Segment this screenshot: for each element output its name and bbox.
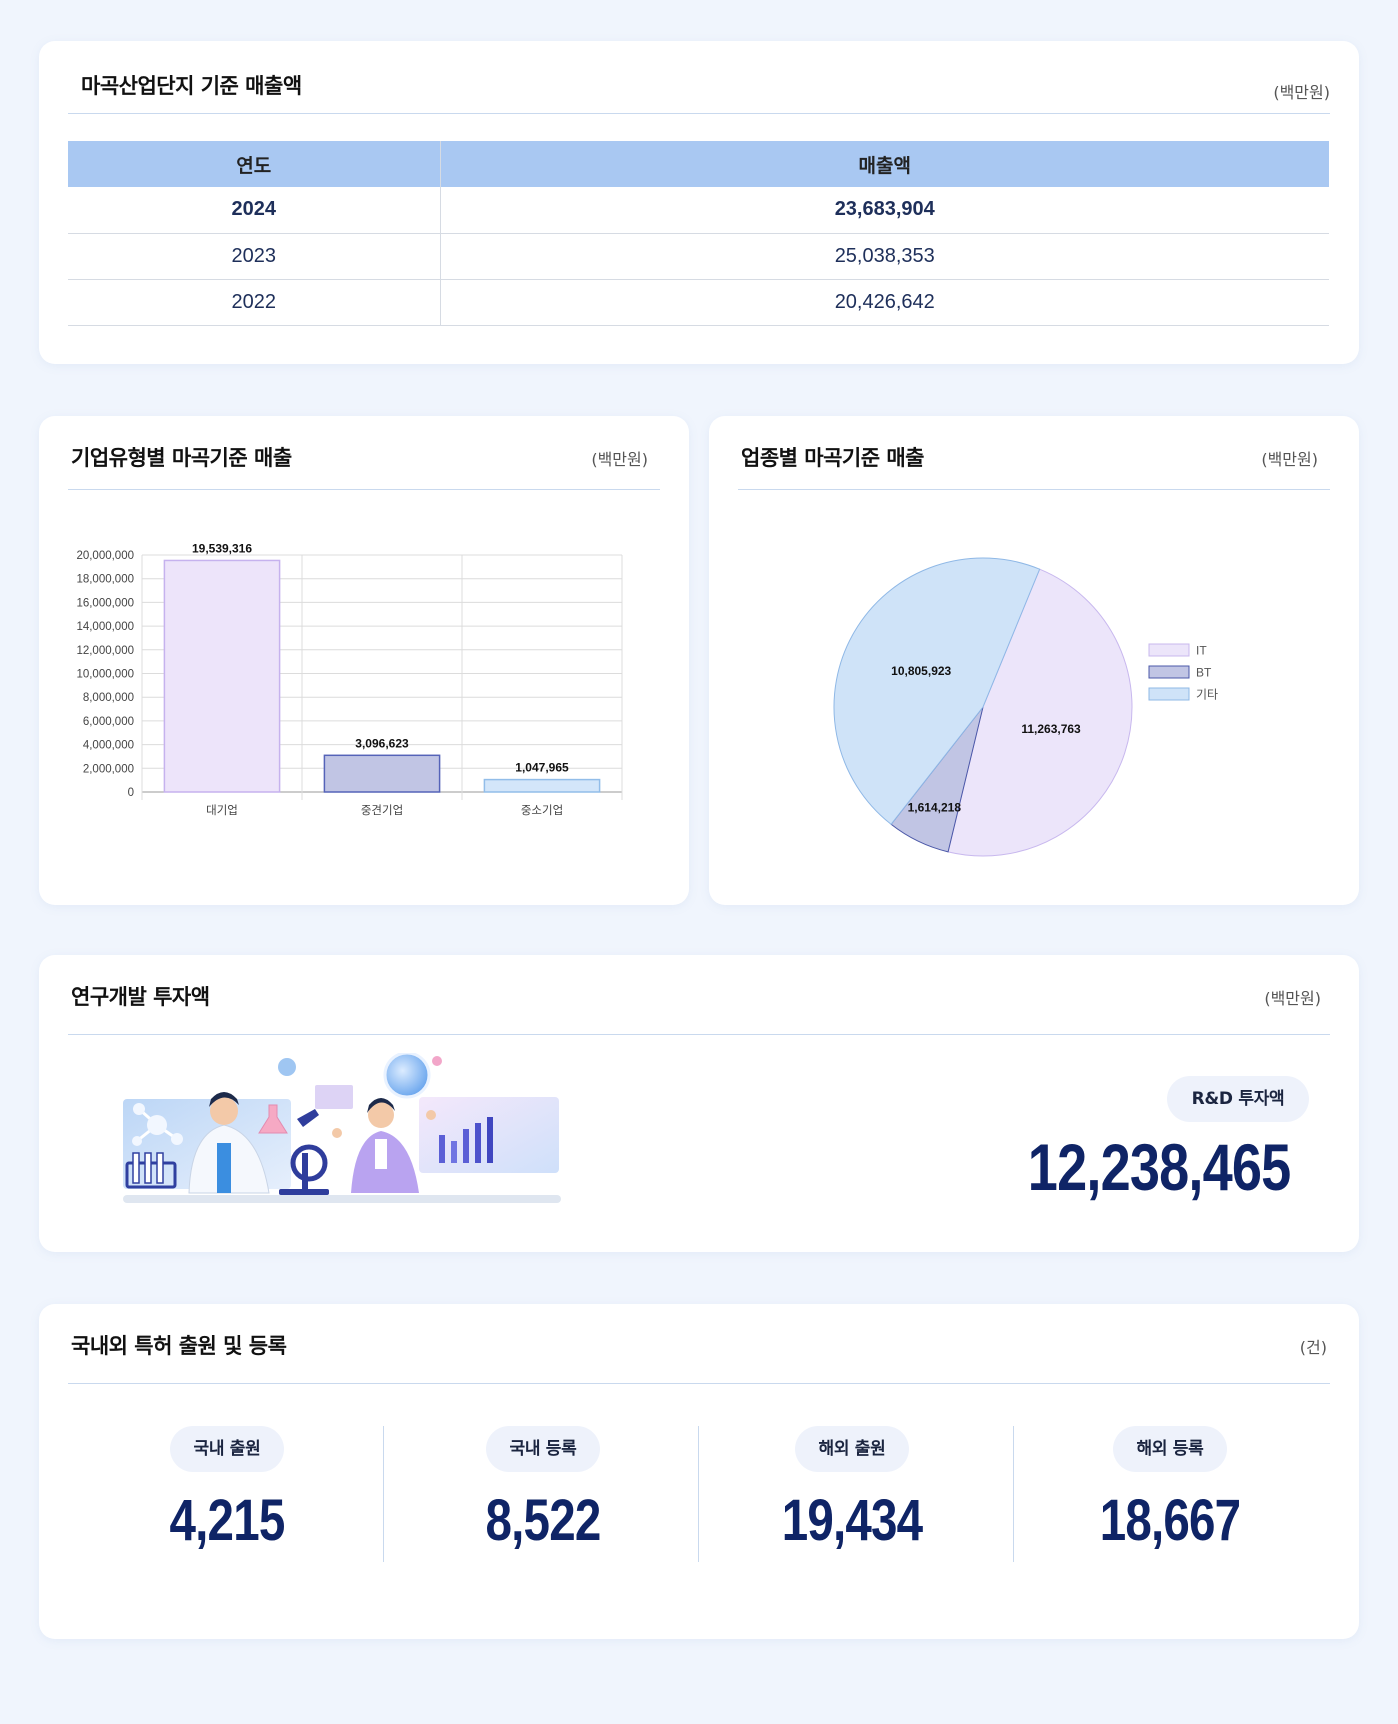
pie-chart: 11,263,763 1,614,218 10,805,923 IT BT 기타 xyxy=(833,557,1218,857)
legend-swatch xyxy=(1148,643,1190,657)
bar xyxy=(163,559,281,793)
pie-data-label: 10,805,923 xyxy=(891,664,951,678)
pie-data-label: 11,263,763 xyxy=(1021,722,1081,736)
bar xyxy=(483,778,601,793)
patent-title: 국내외 특허 출원 및 등록 xyxy=(71,1334,287,1358)
industry-unit: (백만원) xyxy=(1261,450,1318,469)
y-tick-label: 8,000,000 xyxy=(83,692,134,704)
sales-table: 연도 매출액 2024 23,683,904 2023 25,038,353 2… xyxy=(68,141,1329,326)
table-row: 2023 25,038,353 xyxy=(68,233,1329,280)
x-tick-label: 중소기업 xyxy=(521,804,563,817)
table-cell-amount: 25,038,353 xyxy=(440,233,1329,280)
pie-data-label: 1,614,218 xyxy=(908,801,962,815)
y-tick-label: 0 xyxy=(128,787,134,799)
stat-label-overseas-application: 해외 출원 xyxy=(795,1426,909,1472)
legend-label: BT xyxy=(1196,666,1212,680)
pie-slice xyxy=(947,568,1133,857)
industry-card: 업종별 마곡기준 매출 (백만원) 11,263,763 1,614,218 10,… xyxy=(709,416,1359,905)
y-tick-label: 4,000,000 xyxy=(83,740,134,752)
y-tick-label: 2,000,000 xyxy=(83,763,134,775)
stat-value-domestic-application: 4,215 xyxy=(169,1488,286,1553)
sales-divider xyxy=(68,113,1330,114)
table-header-year: 연도 xyxy=(68,141,441,187)
legend-label: IT xyxy=(1196,644,1207,658)
patent-unit: (건) xyxy=(1299,1338,1327,1357)
x-tick-label: 중견기업 xyxy=(361,804,403,817)
x-tick-label: 대기업 xyxy=(206,804,238,817)
stat-label-domestic-registration: 국내 등록 xyxy=(486,1426,600,1472)
table-cell-amount: 20,426,642 xyxy=(440,279,1329,326)
stat-value-overseas-application: 19,434 xyxy=(781,1488,923,1553)
y-tick-label: 6,000,000 xyxy=(83,716,134,728)
sales-unit: (백만원) xyxy=(1273,83,1330,102)
bar xyxy=(323,754,441,793)
bar-data-label: 1,047,965 xyxy=(515,761,569,775)
pie-slice xyxy=(833,557,1041,825)
stat-separator xyxy=(383,1426,384,1562)
company-type-card: 기업유형별 마곡기준 매출 (백만원) 0 2,000,000 4,000,000 6… xyxy=(39,416,689,905)
y-tick-label: 18,000,000 xyxy=(76,574,134,586)
scientist-figure-icon xyxy=(188,1092,270,1194)
table-row: 2022 20,426,642 xyxy=(68,279,1329,326)
bar-chart: 0 2,000,000 4,000,000 6,000,000 8,000,000 10,… xyxy=(76,541,623,817)
microscope-icon xyxy=(279,1109,329,1195)
table-cell-amount: 23,683,904 xyxy=(440,187,1329,234)
stat-value-overseas-registration: 18,667 xyxy=(1099,1488,1241,1553)
rnd-card: 연구개발 투자액 (백만원) xyxy=(39,955,1359,1252)
company-type-title: 기업유형별 마곡기준 매출 xyxy=(71,446,292,470)
company-type-divider xyxy=(68,489,660,490)
legend-swatch xyxy=(1148,665,1190,679)
stat-label-overseas-registration: 해외 등록 xyxy=(1113,1426,1227,1472)
table-cell-year: 2023 xyxy=(68,233,441,280)
rnd-title: 연구개발 투자액 xyxy=(71,985,210,1009)
stat-separator xyxy=(698,1426,699,1562)
table-cell-year: 2022 xyxy=(68,279,441,326)
molecule-icon xyxy=(132,1103,183,1146)
rnd-unit: (백만원) xyxy=(1264,989,1321,1008)
bar-data-label: 19,539,316 xyxy=(192,541,252,555)
legend-label: 기타 xyxy=(1196,688,1218,702)
scientist-figure-icon xyxy=(332,1098,436,1193)
y-tick-label: 16,000,000 xyxy=(76,597,134,609)
table-cell-year: 2024 xyxy=(68,187,441,234)
table-header-amount: 매출액 xyxy=(440,141,1329,187)
table-header-row: 연도 매출액 xyxy=(68,141,1329,187)
y-tick-label: 14,000,000 xyxy=(76,621,134,633)
stat-value-domestic-registration: 8,522 xyxy=(485,1488,602,1553)
stat-label-domestic-application: 국내 출원 xyxy=(170,1426,284,1472)
sales-card: 마곡산업단지 기준 매출액 (백만원) 연도 매출액 2024 23,683,9… xyxy=(39,41,1359,364)
sales-title: 마곡산업단지 기준 매출액 xyxy=(81,74,302,98)
flask-icon xyxy=(258,1104,288,1134)
industry-title: 업종별 마곡기준 매출 xyxy=(741,446,925,470)
y-tick-label: 20,000,000 xyxy=(76,550,134,562)
industry-divider xyxy=(738,489,1330,490)
company-type-unit: (백만원) xyxy=(591,450,648,469)
patent-card: 국내외 특허 출원 및 등록 (건) 국내 출원 4,215 국내 등록 8,5… xyxy=(39,1304,1359,1639)
test-tube-rack-icon xyxy=(125,1152,177,1189)
y-tick-label: 12,000,000 xyxy=(76,645,134,657)
y-tick-label: 10,000,000 xyxy=(76,669,134,681)
research-illustration xyxy=(123,1053,561,1203)
rnd-value: 12,238,465 xyxy=(1027,1130,1291,1204)
bar-graph-icon xyxy=(439,1117,493,1163)
stat-separator xyxy=(1013,1426,1014,1562)
rnd-pill: R&D 투자액 xyxy=(1167,1076,1309,1122)
table-row: 2024 23,683,904 xyxy=(68,187,1329,234)
patent-divider xyxy=(68,1383,1330,1384)
legend-swatch xyxy=(1148,687,1190,701)
rnd-divider xyxy=(68,1034,1330,1035)
bar-data-label: 3,096,623 xyxy=(355,736,409,750)
